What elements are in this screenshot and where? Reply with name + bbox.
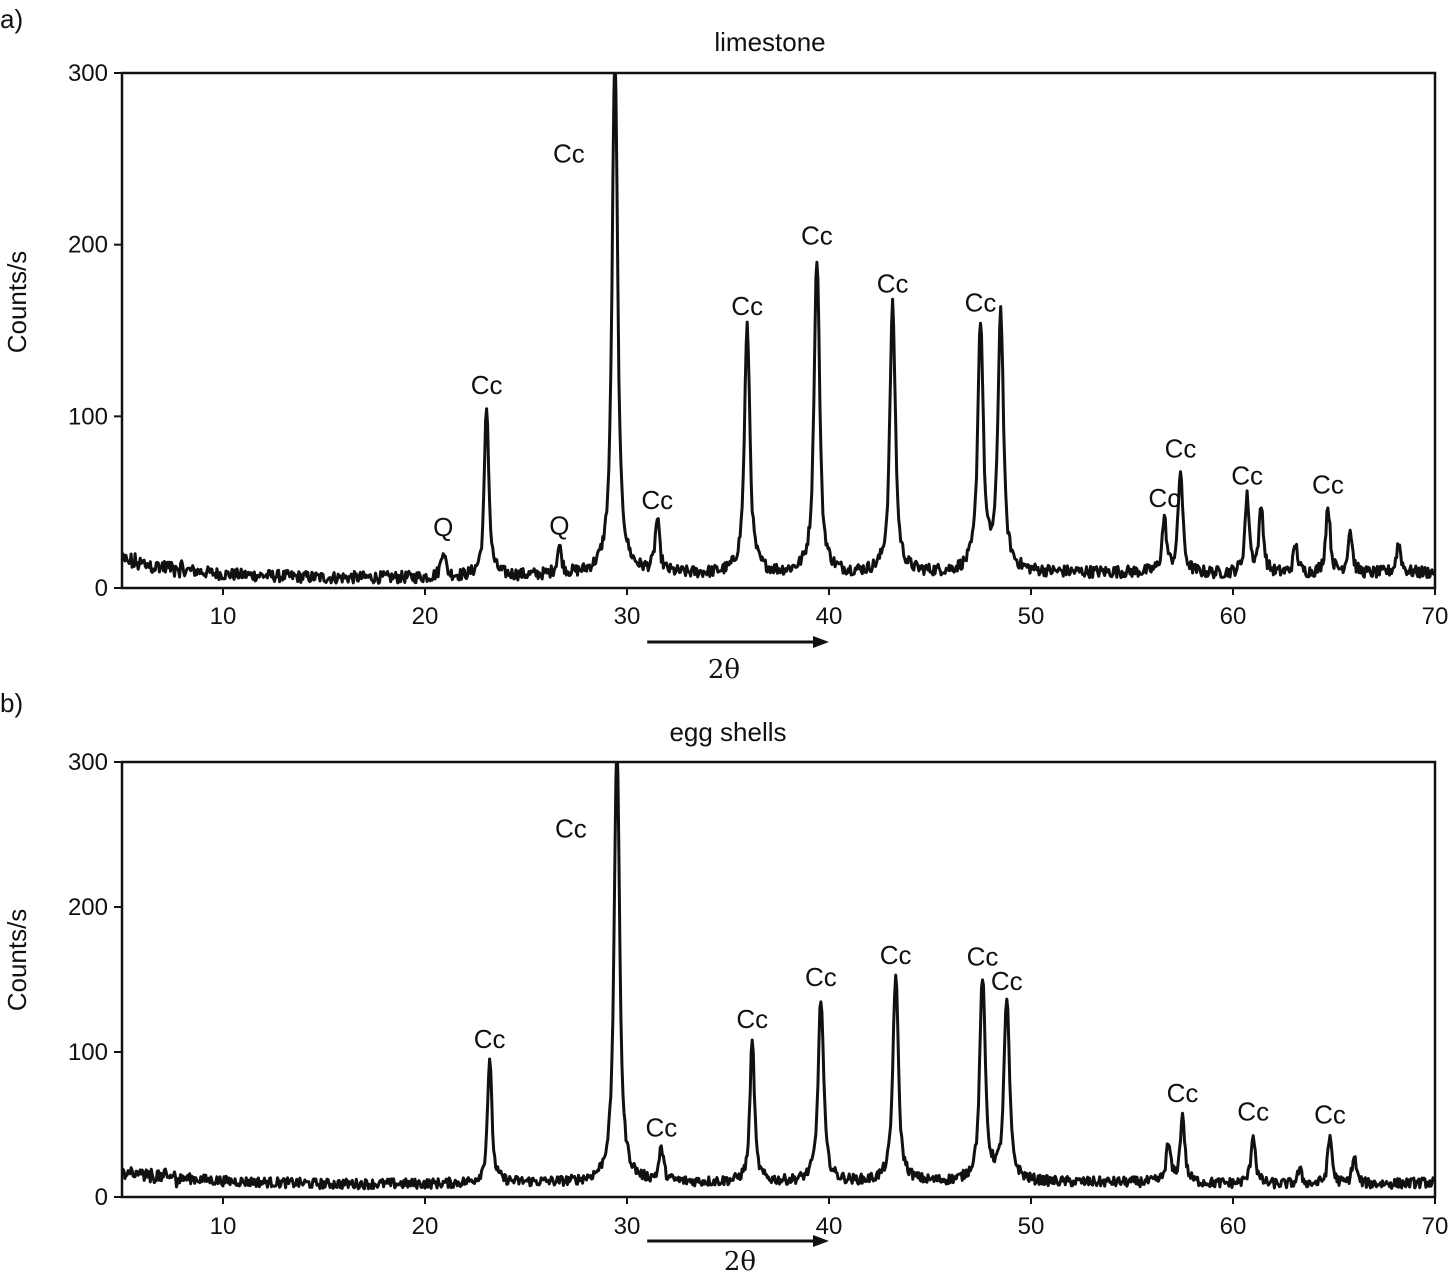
x-direction-arrowhead [813,636,829,648]
peak-label: Cc [1148,483,1180,513]
xrd-trace [122,762,1435,1191]
peak-label: Cc [731,291,763,321]
peak-label: Cc [801,220,833,250]
x-axis-label-b: 2θ [724,1247,756,1274]
peak-label: Q [549,511,569,541]
x-tick-label: 40 [816,1213,843,1240]
x-tick-label: 70 [1422,603,1449,630]
peak-label: Cc [736,1004,768,1034]
y-tick-label: 200 [68,894,108,921]
peak-label: Cc [991,966,1023,996]
peak-label: Cc [1237,1097,1269,1127]
x-tick-label: 50 [1018,603,1045,630]
peak-label: Cc [1167,1078,1199,1108]
peak-label: Cc [877,268,909,298]
x-tick-label: 60 [1220,603,1247,630]
peak-label: Cc [967,942,999,972]
y-tick-label: 100 [68,1039,108,1066]
x-tick-label: 30 [614,603,641,630]
y-tick-label: 0 [95,1184,108,1211]
x-axis-label-a: 2θ [708,655,740,685]
y-tick-label: 100 [68,403,108,430]
peak-label: Cc [1312,469,1344,499]
xrd-trace [122,73,1435,585]
y-tick-label: 0 [95,575,108,602]
peak-label: Cc [641,485,673,515]
x-tick-label: 40 [816,603,843,630]
y-axis-label-b: Counts/s [2,909,32,1012]
peak-label: Cc [553,138,585,168]
peak-label: Cc [880,940,912,970]
x-tick-label: 10 [210,1213,237,1240]
y-tick-label: 300 [68,60,108,87]
x-tick-label: 20 [412,1213,439,1240]
peak-label: Cc [645,1113,677,1143]
panel-label-b: b) [0,688,23,718]
chart-title-egg-shells: egg shells [669,717,786,747]
y-axis-label-a: Counts/s [2,251,32,354]
peak-label: Q [433,512,453,542]
panel-limestone: a) limestone Counts/s 2θ 0 100 200 300 10 20 3… [0,4,1448,685]
peak-label: Cc [471,370,503,400]
plot-frame [120,71,1437,590]
peak-label: Cc [1231,461,1263,491]
peak-label: Cc [1314,1100,1346,1130]
x-direction-arrowhead [813,1235,829,1247]
plot-frame [120,760,1437,1199]
y-tick-label: 300 [68,749,108,776]
x-tick-label: 60 [1220,1213,1247,1240]
x-tick-label: 50 [1018,1213,1045,1240]
x-tick-label: 20 [412,603,439,630]
peak-label: Cc [555,813,587,843]
peak-label: Cc [1165,433,1197,463]
chart-title-limestone: limestone [714,27,825,57]
peak-label: Cc [805,962,837,992]
x-tick-label: 70 [1422,1213,1449,1240]
peak-label: Cc [965,287,997,317]
y-tick-label: 200 [68,232,108,259]
panel-egg-shells: b) egg shells Counts/s 2θ 0 100 200 300 10 20… [0,688,1448,1274]
x-tick-label: 10 [210,603,237,630]
x-tick-label: 30 [614,1213,641,1240]
peak-label: Cc [474,1024,506,1054]
panel-label-a: a) [0,4,23,34]
